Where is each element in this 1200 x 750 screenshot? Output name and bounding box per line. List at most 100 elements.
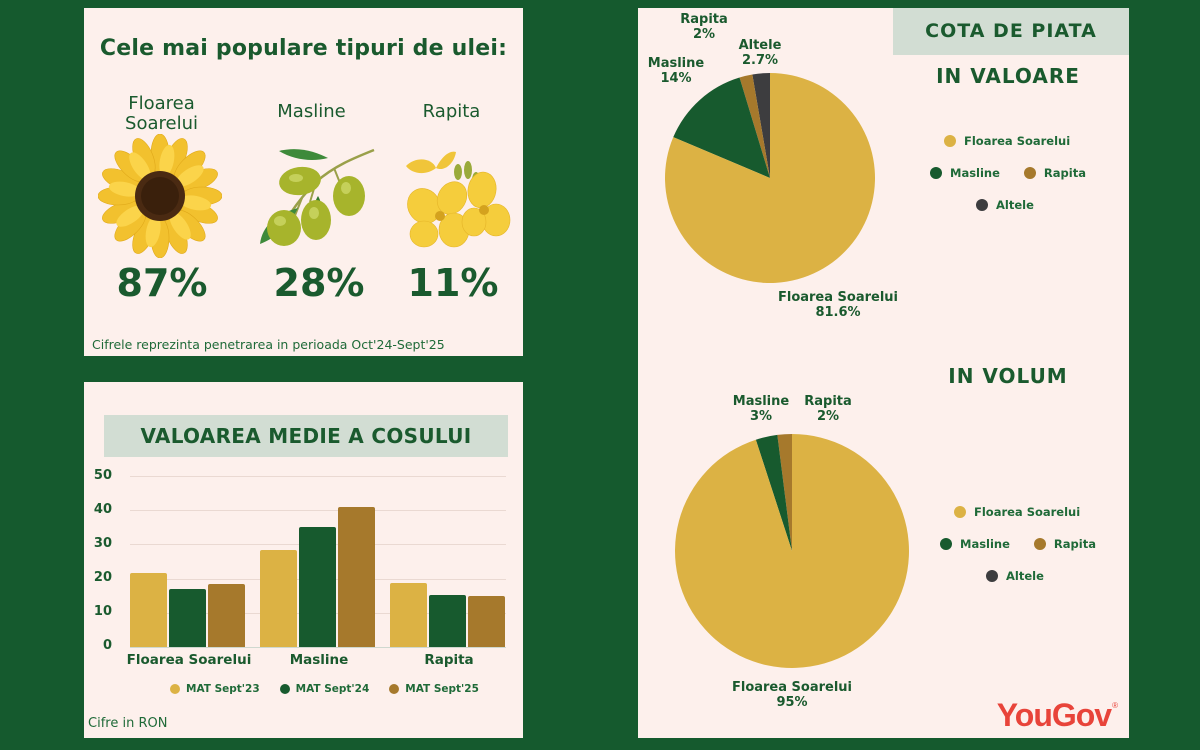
bar — [468, 596, 505, 647]
label-name: Masline — [647, 56, 705, 71]
volume-subtitle: IN VOLUM — [948, 364, 1068, 388]
value-legend-masline: Masline — [930, 166, 1000, 180]
legend-item-sept25: MAT Sept'25 — [389, 683, 479, 695]
basket-value-title: VALOAREA MEDIE A COSULUI — [104, 415, 508, 457]
legend-label: MAT Sept'25 — [405, 683, 479, 695]
label-name: Floarea Soarelui — [777, 290, 899, 305]
volume-legend-floarea: Floarea Soarelui — [954, 505, 1080, 519]
label-name: Masline — [732, 394, 790, 409]
label-pct: 14% — [660, 71, 692, 86]
ytick-20: 20 — [93, 570, 112, 585]
legend-dot-gold-icon — [170, 684, 180, 694]
bar — [208, 583, 245, 647]
yougov-logo: YouGov® — [997, 697, 1118, 734]
ytick-10: 10 — [93, 604, 112, 619]
volume-label-rapita: Rapita 2% — [796, 394, 860, 424]
legend-label: MAT Sept'24 — [295, 683, 370, 695]
label-pct: 3% — [749, 409, 773, 424]
volume-label-masline: Masline 3% — [726, 394, 796, 424]
ytick-30: 30 — [93, 536, 112, 551]
ytick-50: 50 — [93, 468, 112, 483]
value-label-rapita: Rapita 2% — [676, 12, 732, 42]
label-name: Rapita — [804, 394, 852, 409]
legend-label: Altele — [996, 198, 1034, 212]
bar — [130, 573, 167, 647]
ytick-40: 40 — [93, 502, 112, 517]
market-share-title: COTA DE PIATA — [893, 8, 1129, 55]
legend-item-sept23: MAT Sept'23 — [170, 683, 260, 695]
volume-label-floarea: Floarea Soarelui 95% — [722, 680, 862, 710]
market-share-panel: COTA DE PIATA IN VALOARE Rapita 2% Altel… — [638, 8, 1129, 738]
legend-label: Rapita — [1043, 166, 1086, 180]
olive-penetration-value: 28% — [273, 261, 365, 305]
label-pct: 2.7% — [741, 53, 779, 68]
bar — [299, 527, 336, 647]
legend-label: MAT Sept'23 — [186, 683, 260, 695]
rapeseed-label: Rapita — [422, 101, 481, 122]
value-pie-chart — [665, 73, 875, 283]
gridline — [130, 476, 506, 477]
pie-slice — [777, 434, 792, 551]
bar — [338, 506, 375, 647]
label-name: Altele — [738, 38, 782, 53]
legend-dot-gold-icon — [944, 135, 956, 147]
pie-slice — [739, 74, 770, 178]
volume-pie-chart — [675, 434, 909, 668]
pie-slice — [665, 73, 875, 283]
basket-note: Cifre in RON — [88, 716, 168, 731]
label-pct: 95% — [776, 695, 808, 710]
bar — [429, 595, 466, 647]
label-pct: 2% — [692, 27, 716, 42]
value-label-floarea: Floarea Soarelui 81.6% — [768, 290, 908, 320]
bar — [260, 549, 297, 647]
penetration-note: Cifrele reprezinta penetrarea in perioad… — [92, 337, 445, 352]
label-name: Rapita — [680, 12, 728, 27]
pie-slice — [673, 77, 770, 178]
legend-dot-green-icon — [930, 167, 942, 179]
bar-legend: MAT Sept'23 MAT Sept'24 MAT Sept'25 — [170, 683, 499, 695]
value-legend-rapita: Rapita — [1023, 166, 1086, 180]
legend-label: Masline — [950, 166, 1000, 180]
legend-dot-brown-icon — [1023, 167, 1036, 179]
penetration-panel: Cele mai populare tipuri de ulei: Floare… — [84, 8, 523, 356]
legend-label: Rapita — [1053, 537, 1096, 551]
sunflower-label-line1: Floarea — [128, 93, 195, 114]
label-pct: 81.6% — [815, 305, 861, 320]
legend-dot-dark-icon — [976, 199, 988, 211]
legend-label: Masline — [960, 537, 1010, 551]
sunflower-penetration-value: 87% — [116, 261, 208, 305]
legend-dot-dark-icon — [986, 570, 998, 582]
sunflower-icon — [98, 134, 222, 258]
rapeseed-penetration-value: 11% — [407, 261, 499, 305]
legend-item-sept24: MAT Sept'24 — [279, 683, 370, 695]
olive-label: Masline — [277, 101, 346, 122]
value-legend-floarea: Floarea Soarelui — [944, 134, 1070, 148]
rapeseed-flower-icon — [396, 146, 511, 251]
legend-dot-gold-icon — [954, 506, 966, 518]
bar — [390, 583, 427, 647]
registered-mark: ® — [1112, 701, 1118, 710]
value-legend-altele: Altele — [976, 198, 1034, 212]
pie-slice — [675, 434, 909, 668]
value-label-masline: Masline 14% — [642, 56, 710, 86]
xcat-floarea: Floarea Soarelui — [126, 652, 252, 668]
legend-dot-brown-icon — [389, 684, 400, 694]
value-legend-row-2: Masline Rapita — [930, 166, 1086, 180]
volume-legend-rapita: Rapita — [1033, 537, 1096, 551]
sunflower-label-line2: Soarelui — [125, 113, 198, 134]
pie-slice — [752, 73, 770, 178]
value-label-altele: Altele 2.7% — [732, 38, 788, 68]
xcat-rapita: Rapita — [424, 652, 474, 668]
xcat-masline: Masline — [289, 652, 349, 668]
volume-legend-masline: Masline — [940, 537, 1010, 551]
sunflower-label: Floarea Soarelui — [104, 94, 219, 134]
legend-dot-green-icon — [940, 538, 952, 550]
volume-legend-row-2: Masline Rapita — [940, 537, 1096, 551]
legend-label: Floarea Soarelui — [974, 505, 1081, 519]
legend-dot-green-icon — [279, 684, 290, 694]
basket-value-panel: VALOAREA MEDIE A COSULUI 50 40 30 20 10 … — [84, 382, 523, 738]
label-name: Floarea Soarelui — [731, 680, 853, 695]
olive-branch-icon — [254, 144, 379, 249]
ytick-0: 0 — [102, 638, 112, 653]
penetration-title: Cele mai populare tipuri de ulei: — [99, 36, 508, 61]
